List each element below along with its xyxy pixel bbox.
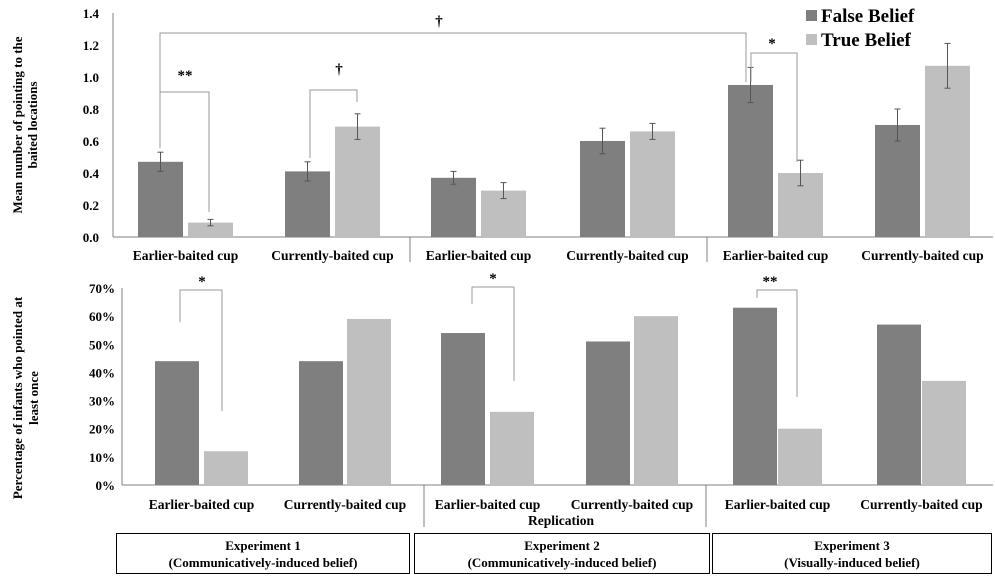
bar-true-belief xyxy=(630,131,675,237)
bar-false-belief xyxy=(728,85,773,237)
y-tick-label: 40% xyxy=(89,365,115,380)
bar-true-belief xyxy=(634,316,678,485)
experiment-title: Experiment 3 xyxy=(814,538,890,553)
bar-false-belief xyxy=(431,177,476,237)
significance-bracket xyxy=(159,32,747,148)
x-tick-label: Earlier-baited cup xyxy=(725,497,831,512)
bar-false-belief xyxy=(877,324,921,485)
bar-false-belief xyxy=(138,161,183,237)
y-tick-label: 0.2 xyxy=(83,198,99,213)
experiment-title: Experiment 2 xyxy=(524,538,600,553)
significance-marker: † xyxy=(335,62,343,78)
legend-swatch xyxy=(806,10,817,21)
bar-true-belief xyxy=(778,428,822,485)
legend-label: True Belief xyxy=(821,30,912,51)
bar-true-belief xyxy=(188,222,233,237)
y-tick-label: 20% xyxy=(89,422,115,437)
significance-bracket xyxy=(471,286,515,381)
y-tick-label: 60% xyxy=(89,309,115,324)
x-tick-label: Currently-baited cup xyxy=(271,248,393,263)
bar-true-belief xyxy=(204,451,248,485)
y-tick-label: 0.8 xyxy=(83,102,100,117)
y-tick-label: 0.0 xyxy=(83,230,99,245)
significance-marker: * xyxy=(768,36,776,52)
experiment-box: Experiment 1 (Communicatively-induced bel… xyxy=(116,533,410,574)
experiment-subtitle: (Communicatively-induced belief) xyxy=(467,555,657,570)
bar-true-belief xyxy=(347,318,391,485)
bar-false-belief xyxy=(733,307,777,485)
bar-true-belief xyxy=(335,126,380,237)
bar-true-belief xyxy=(925,65,970,237)
significance-marker: * xyxy=(198,274,206,290)
experiment-subtitle: (Visually-induced belief) xyxy=(784,555,920,570)
experiment-box: Experiment 2 (Communicatively-induced bel… xyxy=(414,533,710,574)
bar-false-belief xyxy=(299,361,343,485)
experiment-title: Experiment 1 xyxy=(225,538,301,553)
legend: False Belief True Belief xyxy=(806,6,915,51)
y-tick-label: 0.6 xyxy=(83,134,100,149)
x-tick-label: Earlier-baited cup xyxy=(133,248,239,263)
x-tick-label: Earlier-baited cup xyxy=(435,497,541,512)
y-tick-label: 50% xyxy=(89,337,115,352)
experiment-subtitle: (Communicatively-induced belief) xyxy=(168,555,358,570)
legend-swatch xyxy=(806,34,817,45)
y-tick-label: 30% xyxy=(89,394,115,409)
y-axis-label: Percentage of infants who pointed atleas… xyxy=(10,296,41,499)
bar-true-belief xyxy=(922,380,966,485)
y-tick-label: 0% xyxy=(96,478,116,493)
bar-false-belief xyxy=(580,141,625,237)
significance-bracket xyxy=(750,52,798,162)
bar-false-belief xyxy=(441,333,485,485)
y-tick-label: 70% xyxy=(89,281,115,296)
x-tick-label: Earlier-baited cup xyxy=(723,248,829,263)
top-chart: 0.0 0.2 0.4 0.6 0.8 1.0 1.2 1.4 Mean number of p… xyxy=(10,6,993,263)
significance-marker: ** xyxy=(178,68,193,84)
x-tick-label: Currently-baited cup xyxy=(566,248,688,263)
x-tick-label: Currently-baited cup xyxy=(571,497,693,512)
significance-bracket xyxy=(309,89,358,158)
y-tick-label: 1.0 xyxy=(83,70,99,85)
significance-marker: ** xyxy=(763,274,778,290)
x-tick-label: Currently-baited cup xyxy=(860,497,982,512)
bar-false-belief xyxy=(155,361,199,485)
experiment-box: Experiment 3 (Visually-induced belief) xyxy=(712,533,992,574)
y-axis-label: Mean number of pointing to thebaited loc… xyxy=(10,36,40,213)
y-tick-label: 1.4 xyxy=(83,6,100,21)
bar-true-belief xyxy=(490,411,534,485)
significance-marker: † xyxy=(435,14,443,30)
x-tick-label: Earlier-baited cup xyxy=(426,248,532,263)
significance-bracket xyxy=(179,289,223,411)
bar-false-belief xyxy=(285,171,330,237)
y-tick-label: 1.2 xyxy=(83,38,99,53)
bar-false-belief xyxy=(875,125,920,237)
y-tick-label: 0.4 xyxy=(83,166,100,181)
replication-label: Replication xyxy=(528,513,594,528)
significance-marker: * xyxy=(489,271,497,287)
y-tick-label: 10% xyxy=(89,450,115,465)
bottom-chart: 0% 10% 20% 30% 40% 50% 60% 70% Percentage of inf… xyxy=(10,271,993,528)
legend-label: False Belief xyxy=(821,6,915,27)
x-tick-label: Currently-baited cup xyxy=(284,497,406,512)
x-tick-label: Currently-baited cup xyxy=(861,248,983,263)
significance-bracket xyxy=(756,289,798,397)
x-tick-label: Earlier-baited cup xyxy=(149,497,255,512)
bar-false-belief xyxy=(586,341,630,485)
